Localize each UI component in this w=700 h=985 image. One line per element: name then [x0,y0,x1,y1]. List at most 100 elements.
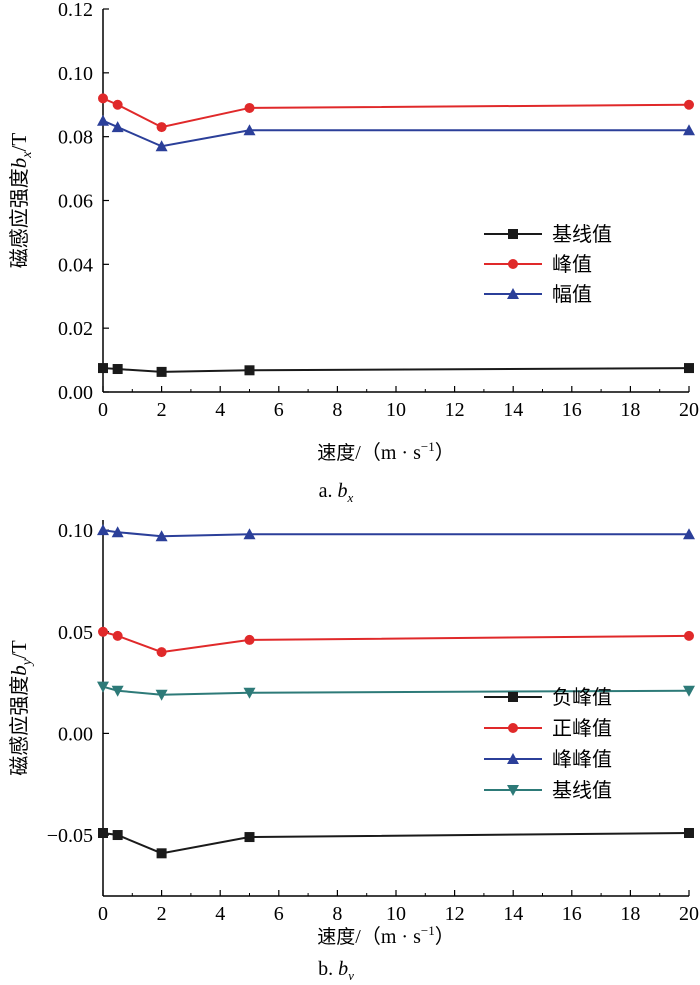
x-tick-label: 18 [620,399,640,421]
legend-marker [508,259,518,269]
legend-marker [507,785,519,796]
y-axis-label-sub: y [20,658,35,667]
data-point [244,102,255,113]
x-tick-label: 20 [679,903,699,925]
chart-caption: b. by [318,958,354,980]
caption-var: b [338,958,348,980]
x-tick-label: 14 [503,399,523,421]
data-point [98,93,108,104]
x-axis-label-exp: −1 [421,439,435,454]
series-line [102,97,690,129]
series-3 [97,681,695,701]
data-point [112,99,123,110]
data-point [683,528,695,540]
series-1 [98,626,694,658]
series-0 [98,827,694,859]
legend-label: 幅值 [552,282,592,306]
data-point [244,365,255,376]
data-point [243,124,256,136]
series-line [102,630,690,654]
y-tick-label: 0.08 [58,127,93,149]
legend-label: 基线值 [552,222,612,246]
data-point [244,832,255,843]
x-tick-label: 12 [445,903,465,925]
series-line [102,831,690,855]
legend-label: 峰值 [552,252,592,276]
caption-var: b [338,480,348,502]
x-tick-label: 16 [562,903,582,925]
y-axis-label-cn: 磁感应强度 [7,168,31,268]
x-tick-label: 14 [503,903,523,925]
y-axis-label-var: b [7,665,31,676]
y-axis-label-sub: x [20,151,35,159]
data-point [243,528,256,540]
chart-caption: a. bx [319,480,354,505]
series-line [102,119,689,148]
legend-label: 负峰值 [552,685,612,709]
x-tick-label: 6 [274,399,284,421]
x-axis-label-cn: 速度 [317,442,355,464]
data-point [684,827,694,838]
data-point [97,681,109,693]
data-point [98,363,108,374]
x-tick-label: 8 [332,903,342,925]
series-2 [97,524,695,542]
data-point [97,114,109,126]
data-point [156,848,167,859]
x-tick-label: 0 [98,399,108,421]
x-tick-label: 2 [157,399,167,421]
series-1 [98,93,694,133]
data-point [112,630,123,641]
series-0 [98,363,694,377]
data-point [243,687,256,699]
x-axis-label-close: ） [435,925,455,948]
series-line [102,529,689,538]
data-point [684,363,694,374]
caption-prefix: b. [318,958,338,980]
caption-sub: x [347,490,354,505]
data-point [684,630,694,641]
y-tick-label: 0.00 [58,382,93,404]
data-point [112,364,123,375]
chart-0: 0 2 4 6 8 10 12 14 16 18 20 0.00 0.02 0.04 0.06 0.08 0.1… [7,0,699,505]
y-tick-label: 0.06 [58,191,93,213]
y-tick-label: −0.05 [47,825,93,847]
x-tick-label: 6 [274,903,284,925]
x-tick-label: 4 [215,399,225,421]
x-axis-label: 速度/（m · s−1） [317,923,454,948]
data-point [155,689,168,701]
x-axis-label-exp: −1 [421,923,435,938]
y-tick-label: 0.05 [58,622,93,644]
legend-marker [508,692,518,702]
y-axis-label-unit: /T [7,640,31,659]
x-axis-label-unit: /（m · s [355,925,421,948]
legend-marker [508,723,518,733]
data-point [155,530,168,542]
x-tick-label: 4 [215,903,225,925]
x-tick-label: 16 [562,399,582,421]
x-axis-label-unit: /（m · s [355,441,421,464]
x-axis-label-cn: 速度 [317,926,355,948]
y-axis-label-cn: 磁感应强度 [7,676,31,776]
y-axis-label: 磁感应强度bx/T [7,133,35,269]
x-tick-label: 0 [98,903,108,925]
data-point [98,626,108,637]
data-point [111,526,124,538]
x-tick-label: 2 [157,903,167,925]
data-point [684,99,694,110]
x-tick-label: 10 [386,399,406,421]
x-tick-label: 18 [620,903,640,925]
x-tick-label: 20 [679,399,699,421]
x-tick-label: 10 [386,903,406,925]
data-point [156,647,167,658]
y-axis-label: 磁感应强度by/T [7,640,35,776]
data-point [683,685,695,697]
y-axis-label-unit: /T [7,133,31,152]
data-point [111,121,124,133]
caption-prefix: a. [319,480,338,502]
legend-label: 正峰值 [552,716,612,740]
y-tick-label: 0.12 [58,0,93,21]
data-point [156,366,167,377]
